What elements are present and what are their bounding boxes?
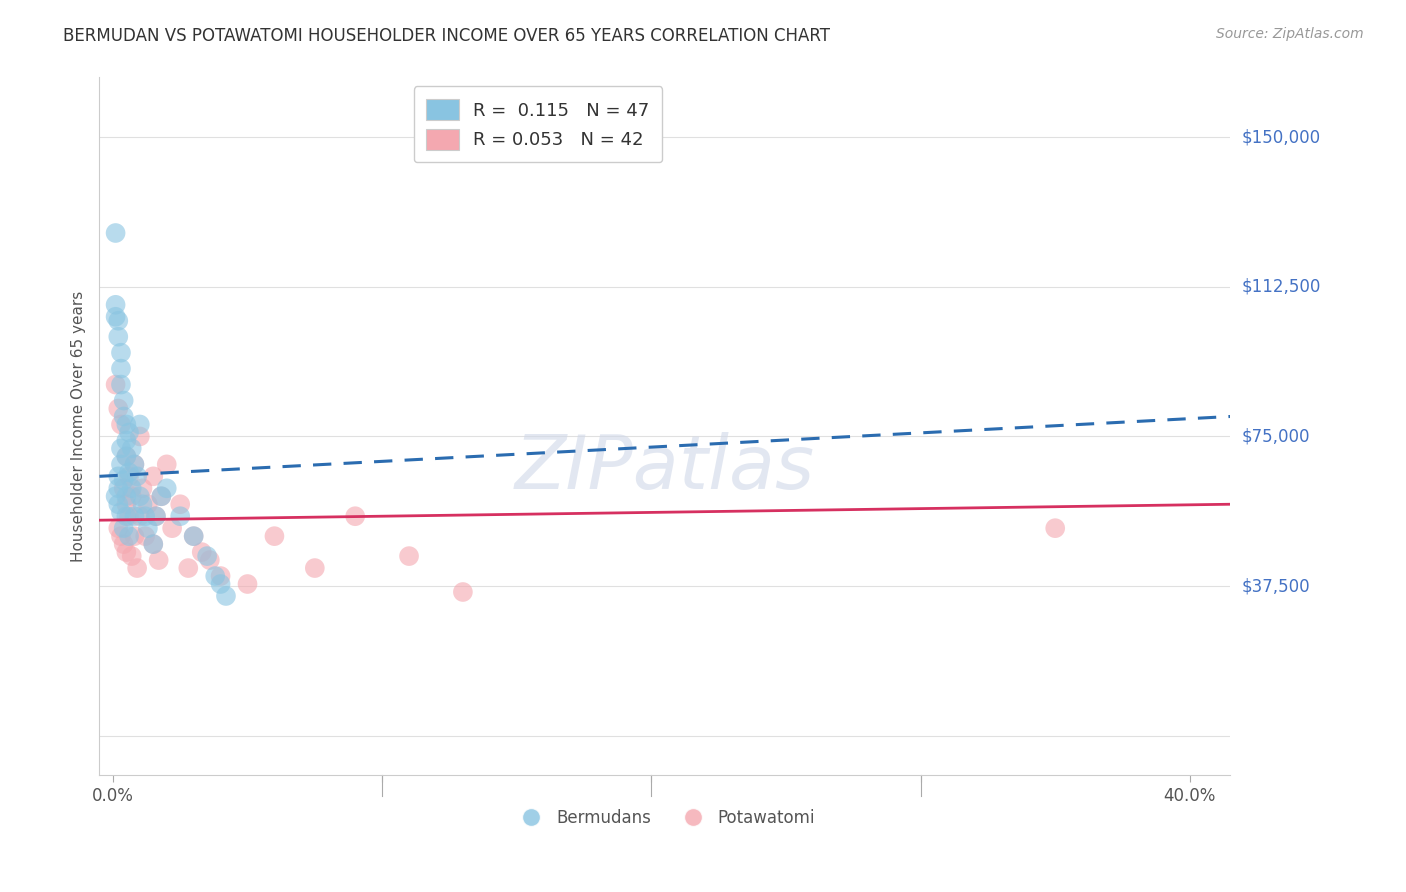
Point bbox=[107, 481, 129, 495]
Point bbox=[142, 537, 165, 551]
Point bbox=[215, 589, 238, 603]
Point bbox=[131, 481, 153, 495]
Point bbox=[344, 509, 367, 524]
Point bbox=[110, 361, 132, 376]
Point bbox=[115, 489, 138, 503]
Point bbox=[136, 521, 159, 535]
Point bbox=[398, 549, 420, 563]
Point bbox=[110, 377, 132, 392]
Text: $112,500: $112,500 bbox=[1241, 277, 1320, 296]
Point bbox=[148, 553, 170, 567]
Point bbox=[107, 521, 129, 535]
Point bbox=[110, 345, 132, 359]
Point bbox=[124, 529, 146, 543]
Point bbox=[128, 489, 150, 503]
Point bbox=[115, 417, 138, 432]
Text: $150,000: $150,000 bbox=[1241, 128, 1320, 146]
Point bbox=[183, 529, 205, 543]
Point bbox=[118, 529, 141, 543]
Point bbox=[121, 481, 143, 495]
Point bbox=[156, 481, 179, 495]
Point bbox=[118, 466, 141, 480]
Point bbox=[104, 226, 127, 240]
Point bbox=[118, 469, 141, 483]
Point bbox=[131, 497, 153, 511]
Point bbox=[127, 561, 149, 575]
Point bbox=[169, 509, 191, 524]
Text: $75,000: $75,000 bbox=[1241, 427, 1310, 445]
Point bbox=[209, 577, 232, 591]
Text: BERMUDAN VS POTAWATOMI HOUSEHOLDER INCOME OVER 65 YEARS CORRELATION CHART: BERMUDAN VS POTAWATOMI HOUSEHOLDER INCOM… bbox=[63, 27, 831, 45]
Point bbox=[104, 298, 127, 312]
Point bbox=[110, 529, 132, 543]
Point bbox=[204, 569, 226, 583]
Point bbox=[451, 585, 474, 599]
Point bbox=[104, 489, 127, 503]
Point bbox=[107, 469, 129, 483]
Y-axis label: Householder Income Over 65 years: Householder Income Over 65 years bbox=[72, 291, 86, 562]
Point bbox=[104, 377, 127, 392]
Point bbox=[1045, 521, 1067, 535]
Point bbox=[112, 537, 135, 551]
Point bbox=[190, 545, 212, 559]
Point bbox=[107, 314, 129, 328]
Point bbox=[110, 442, 132, 456]
Point bbox=[118, 509, 141, 524]
Point bbox=[121, 549, 143, 563]
Point bbox=[115, 450, 138, 464]
Point bbox=[142, 469, 165, 483]
Text: $37,500: $37,500 bbox=[1241, 577, 1310, 595]
Point bbox=[107, 401, 129, 416]
Point bbox=[177, 561, 200, 575]
Point bbox=[112, 481, 135, 495]
Point bbox=[198, 553, 221, 567]
Point bbox=[115, 509, 138, 524]
Point bbox=[121, 442, 143, 456]
Point bbox=[115, 450, 138, 464]
Point bbox=[124, 458, 146, 472]
Point bbox=[121, 489, 143, 503]
Point bbox=[104, 310, 127, 324]
Point bbox=[134, 509, 156, 524]
Point bbox=[195, 549, 218, 563]
Point bbox=[156, 458, 179, 472]
Point bbox=[145, 509, 167, 524]
Text: ZIPatlas: ZIPatlas bbox=[515, 433, 815, 504]
Point bbox=[112, 473, 135, 487]
Point bbox=[124, 509, 146, 524]
Point bbox=[136, 497, 159, 511]
Point bbox=[128, 509, 150, 524]
Point bbox=[118, 425, 141, 440]
Point bbox=[107, 329, 129, 343]
Point bbox=[160, 521, 183, 535]
Point bbox=[209, 569, 232, 583]
Point bbox=[127, 469, 149, 483]
Legend: Bermudans, Potawatomi: Bermudans, Potawatomi bbox=[508, 802, 823, 833]
Point bbox=[115, 545, 138, 559]
Point bbox=[304, 561, 326, 575]
Point bbox=[112, 393, 135, 408]
Point bbox=[112, 521, 135, 535]
Point bbox=[263, 529, 285, 543]
Point bbox=[110, 505, 132, 519]
Point bbox=[115, 434, 138, 448]
Text: Source: ZipAtlas.com: Source: ZipAtlas.com bbox=[1216, 27, 1364, 41]
Point bbox=[128, 429, 150, 443]
Point bbox=[145, 509, 167, 524]
Point bbox=[110, 458, 132, 472]
Point bbox=[115, 497, 138, 511]
Point bbox=[128, 417, 150, 432]
Point bbox=[150, 489, 173, 503]
Point bbox=[142, 537, 165, 551]
Point bbox=[112, 409, 135, 424]
Point bbox=[236, 577, 259, 591]
Point bbox=[134, 529, 156, 543]
Point bbox=[150, 489, 173, 503]
Point bbox=[107, 497, 129, 511]
Point bbox=[124, 458, 146, 472]
Point bbox=[110, 417, 132, 432]
Point bbox=[169, 497, 191, 511]
Point bbox=[183, 529, 205, 543]
